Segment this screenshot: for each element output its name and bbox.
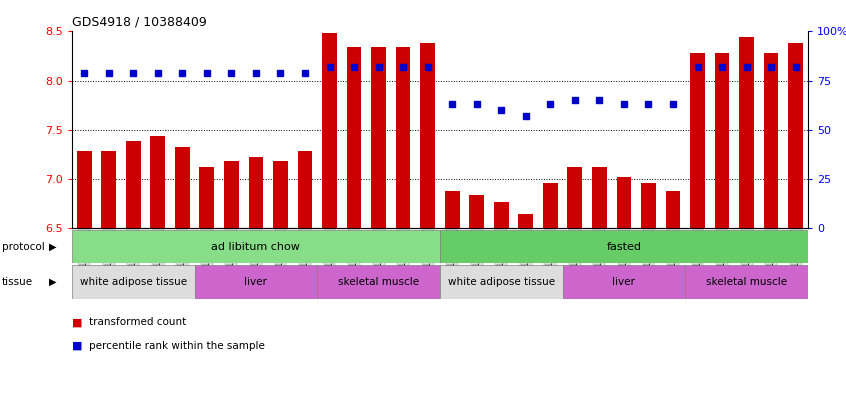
Bar xyxy=(151,136,165,228)
Bar xyxy=(347,47,361,228)
Bar xyxy=(317,265,440,299)
Bar xyxy=(494,202,508,228)
Bar xyxy=(470,195,484,228)
Bar xyxy=(764,53,778,228)
Bar xyxy=(592,167,607,228)
Bar xyxy=(445,191,459,228)
Text: tissue: tissue xyxy=(2,277,33,287)
Bar xyxy=(440,230,808,263)
Text: skeletal muscle: skeletal muscle xyxy=(706,277,787,287)
Bar xyxy=(175,147,190,228)
Bar xyxy=(273,161,288,228)
Bar xyxy=(568,167,582,228)
Bar xyxy=(102,151,116,228)
Bar xyxy=(371,47,386,228)
Bar xyxy=(72,230,440,263)
Text: liver: liver xyxy=(613,277,635,287)
Bar xyxy=(690,53,705,228)
Text: ▶: ▶ xyxy=(49,242,57,252)
Bar xyxy=(72,265,195,299)
Text: skeletal muscle: skeletal muscle xyxy=(338,277,419,287)
Bar xyxy=(126,141,140,228)
Bar xyxy=(739,37,754,228)
Bar xyxy=(617,177,631,228)
Bar xyxy=(249,157,263,228)
Bar xyxy=(715,53,729,228)
Bar xyxy=(543,183,558,228)
Bar xyxy=(685,265,808,299)
Text: percentile rank within the sample: percentile rank within the sample xyxy=(89,341,265,351)
Text: ■: ■ xyxy=(72,341,82,351)
Bar xyxy=(77,151,91,228)
Bar xyxy=(641,183,656,228)
Bar xyxy=(322,33,337,228)
Bar xyxy=(420,43,435,228)
Text: fasted: fasted xyxy=(607,242,641,252)
Bar xyxy=(563,265,685,299)
Bar xyxy=(519,214,533,228)
Text: ■: ■ xyxy=(72,317,82,327)
Bar xyxy=(200,167,214,228)
Text: protocol: protocol xyxy=(2,242,45,252)
Bar xyxy=(396,47,410,228)
Text: white adipose tissue: white adipose tissue xyxy=(448,277,555,287)
Bar xyxy=(788,43,803,228)
Bar xyxy=(666,191,680,228)
Text: ad libitum chow: ad libitum chow xyxy=(212,242,300,252)
Bar xyxy=(195,265,317,299)
Bar xyxy=(298,151,312,228)
Text: GDS4918 / 10388409: GDS4918 / 10388409 xyxy=(72,16,206,29)
Text: white adipose tissue: white adipose tissue xyxy=(80,277,187,287)
Bar xyxy=(440,265,563,299)
Text: liver: liver xyxy=(244,277,267,287)
Bar xyxy=(224,161,239,228)
Text: transformed count: transformed count xyxy=(89,317,186,327)
Text: ▶: ▶ xyxy=(49,277,57,287)
